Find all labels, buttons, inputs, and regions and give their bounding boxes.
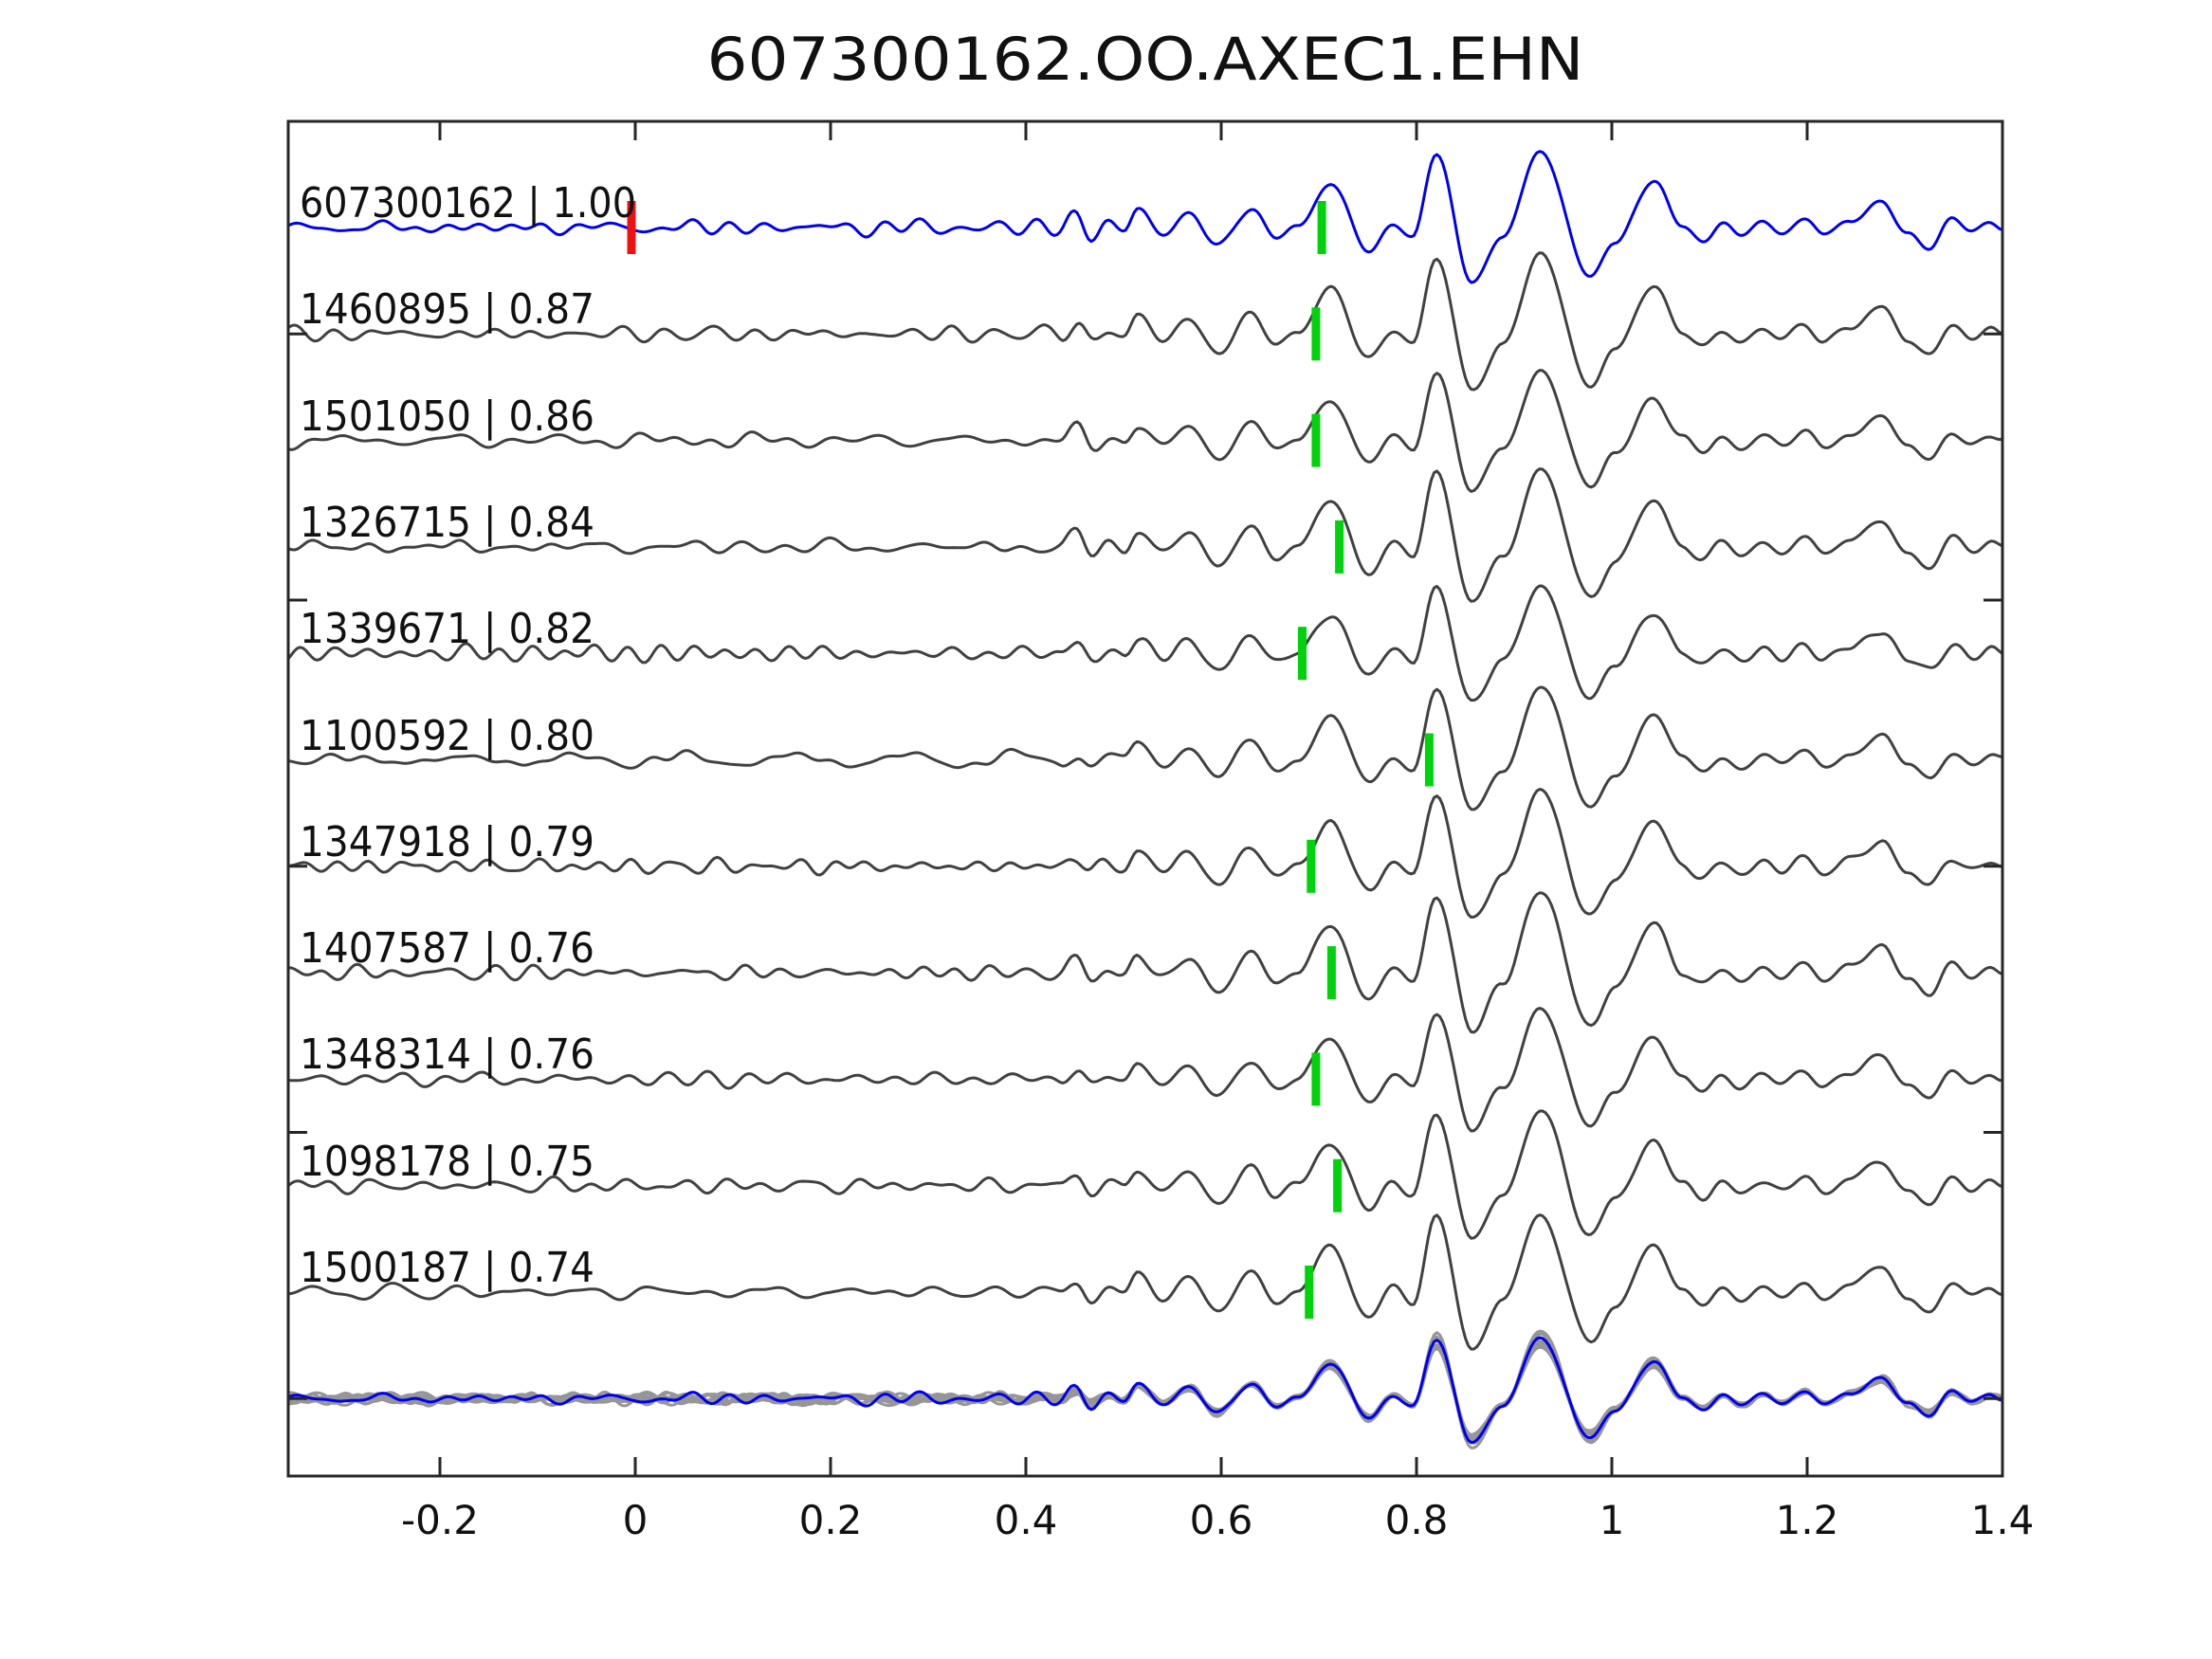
plot-area: 607300162 | 1.00 1460895 | 0.87 1501050 | … — [286, 119, 2035, 1543]
pick-marker — [1335, 520, 1344, 574]
pick-marker — [1424, 733, 1434, 787]
trace-path — [286, 1213, 2004, 1351]
trace-label: 1339671 | 0.82 — [300, 605, 594, 653]
overlay-reference-path — [286, 1336, 2004, 1445]
trace-path — [286, 788, 2004, 919]
trace-label: 1348314 | 0.76 — [300, 1030, 594, 1079]
trace-label: 1460895 | 0.87 — [300, 285, 594, 334]
pick-marker — [1298, 627, 1307, 681]
pick-marker — [1311, 413, 1321, 467]
x-axis-tick-label: 1.4 — [1971, 1497, 2035, 1543]
x-axis-tick-label: 1.2 — [1776, 1497, 1839, 1543]
x-axis-tick-label: 1 — [1600, 1497, 1625, 1543]
trace-path-reference — [286, 150, 2004, 284]
trace-label: 1501050 | 0.86 — [300, 392, 594, 441]
pick-marker — [1317, 201, 1326, 254]
reference-marker — [627, 201, 636, 254]
pick-marker — [1333, 1158, 1343, 1212]
trace-label: 1500187 | 0.74 — [300, 1244, 594, 1292]
trace-label: 1407587 | 0.76 — [300, 924, 594, 973]
trace-path — [286, 467, 2004, 603]
trace-label: 1098178 | 0.75 — [300, 1138, 594, 1186]
plot-title: 607300162.OO.AXEC1.EHN — [707, 25, 1584, 94]
plot-border — [286, 119, 2004, 1478]
trace-path — [286, 891, 2004, 1034]
x-axis-tick-label: 0.6 — [1190, 1497, 1253, 1543]
trace-path — [286, 1007, 2004, 1133]
trace-label: 1100592 | 0.80 — [300, 712, 594, 760]
trace-path — [286, 369, 2004, 493]
x-axis-tick-label: 0 — [623, 1497, 649, 1543]
pick-marker — [1326, 946, 1336, 1000]
pick-marker — [1311, 1052, 1321, 1106]
pick-marker — [1305, 1266, 1314, 1319]
trace-path — [286, 685, 2004, 811]
trace-label: 1326715 | 0.84 — [300, 499, 594, 547]
pick-marker — [1311, 307, 1321, 361]
overlay-trace-path — [286, 1345, 2004, 1437]
trace-path — [286, 251, 2004, 392]
pick-marker — [1307, 839, 1316, 893]
x-axis-tick-label: -0.2 — [401, 1497, 479, 1543]
trace-label: 1347918 | 0.79 — [300, 818, 594, 866]
x-axis-tick-label: 0.4 — [995, 1497, 1058, 1543]
x-axis-tick-label: 0.2 — [799, 1497, 863, 1543]
trace-path — [286, 584, 2004, 702]
trace-label: 607300162 | 1.00 — [300, 179, 636, 228]
x-axis-tick-label: 0.8 — [1385, 1497, 1449, 1543]
trace-path — [286, 1109, 2004, 1240]
